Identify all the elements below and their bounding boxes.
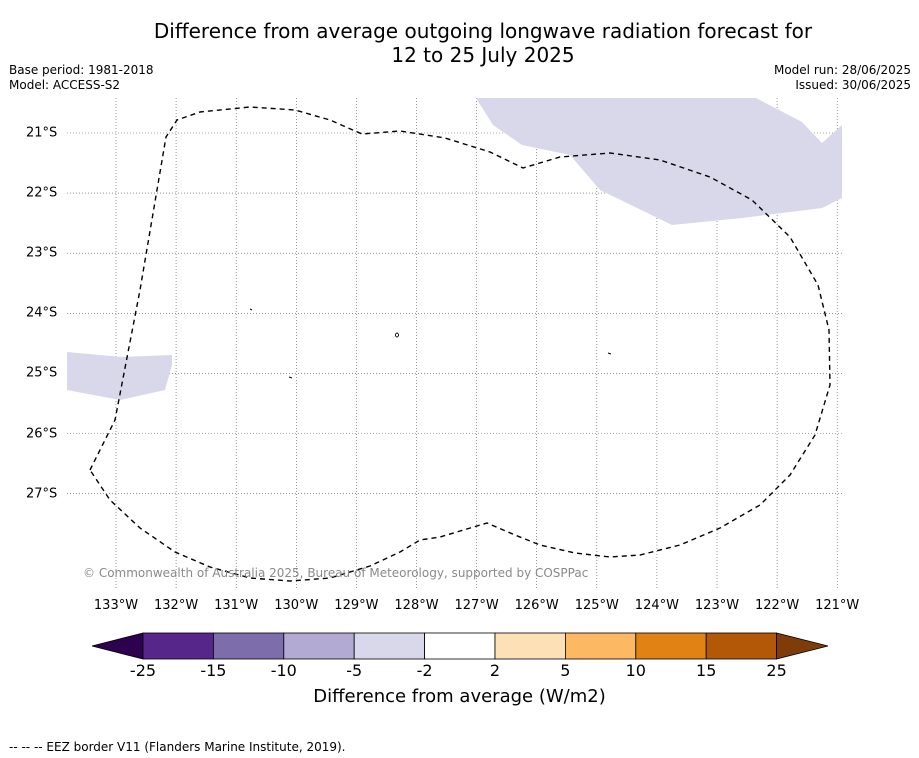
contour-speck: [607, 352, 612, 355]
colorbar-tick-label: 15: [696, 661, 717, 680]
colorbar-tick-label: 10: [625, 661, 646, 680]
latitude-label: 27°S: [26, 486, 58, 502]
longitude-label: 133°W: [93, 598, 139, 613]
latitude-label: 22°S: [26, 185, 58, 201]
latitude-label: 26°S: [26, 426, 58, 441]
colorbar-tick-label: -15: [200, 661, 227, 680]
contour-speck: [395, 332, 399, 338]
graticule: [67, 98, 842, 590]
colorbar-tick-label: -2: [416, 661, 433, 680]
colorbar-tick-label: -25: [129, 661, 157, 680]
colorbar-bin: [283, 632, 355, 660]
longitude-label: 124°W: [634, 598, 679, 613]
latitude-label: 25°S: [26, 365, 58, 381]
colorbar: [91, 632, 829, 660]
colorbar-extend-low: [91, 632, 144, 660]
contour-speck: [288, 376, 293, 379]
title-line-1: Difference from average outgoing longwav…: [153, 19, 813, 43]
longitude-label: 132°W: [154, 598, 199, 613]
colorbar-bin: [705, 632, 778, 660]
model-name: Model: ACCESS-S2: [9, 78, 121, 92]
longitude-label: 131°W: [214, 598, 259, 613]
colorbar-bin: [494, 632, 566, 660]
colorbar-label: Difference from average (W/m2): [313, 686, 606, 707]
anomaly-region-west: [67, 352, 172, 400]
colorbar-tick-label: 2: [489, 661, 501, 680]
longitude-label: 128°W: [394, 598, 439, 613]
longitude-label: 130°W: [274, 598, 319, 613]
anomaly-region-northeast: [476, 98, 842, 225]
eez-border: [89, 106, 831, 582]
colorbar-bin: [212, 632, 285, 660]
colorbar-tick-label: 25: [766, 661, 787, 680]
metadata-right: Model run: 28/06/2025 Issued: 30/06/2025: [774, 63, 911, 93]
latitude-label: 21°S: [26, 125, 58, 141]
colorbar-extend-high: [776, 632, 829, 660]
issued-date: Issued: 30/06/2025: [795, 78, 911, 92]
metadata-left: Base period: 1981-2018 Model: ACCESS-S2: [9, 63, 154, 93]
longitude-label: 126°W: [514, 598, 559, 613]
colorbar-bin: [353, 632, 426, 660]
longitude-label: 121°W: [815, 598, 860, 613]
colorbar-tick-label: -10: [270, 661, 297, 680]
contour-speck: [249, 308, 253, 311]
longitude-label: 123°W: [694, 598, 740, 613]
title-line-2: 12 to 25 July 2025: [391, 43, 575, 67]
colorbar-bin: [635, 632, 707, 660]
colorbar-tick-label: 5: [560, 661, 571, 680]
latitude-label: 24°S: [26, 305, 58, 321]
longitude-label: 127°W: [454, 598, 499, 613]
colorbar-tick-label: -5: [346, 661, 363, 680]
colorbar-bin: [142, 632, 214, 660]
base-period: Base period: 1981-2018: [9, 63, 154, 77]
map-title: Difference from average outgoing longwav…: [0, 19, 919, 67]
longitude-label: 125°W: [574, 598, 619, 613]
latitude-label: 23°S: [26, 245, 58, 261]
longitude-label: 129°W: [334, 598, 379, 613]
model-run: Model run: 28/06/2025: [773, 63, 911, 77]
colorbar-bin: [424, 632, 496, 660]
footer-eez-legend: -- -- -- EEZ border V11 (Flanders Marine…: [9, 740, 346, 754]
copyright-notice: © Commonwealth of Australia 2025, Bureau…: [83, 566, 589, 580]
colorbar-bin: [565, 632, 637, 660]
longitude-label: 122°W: [755, 598, 800, 613]
